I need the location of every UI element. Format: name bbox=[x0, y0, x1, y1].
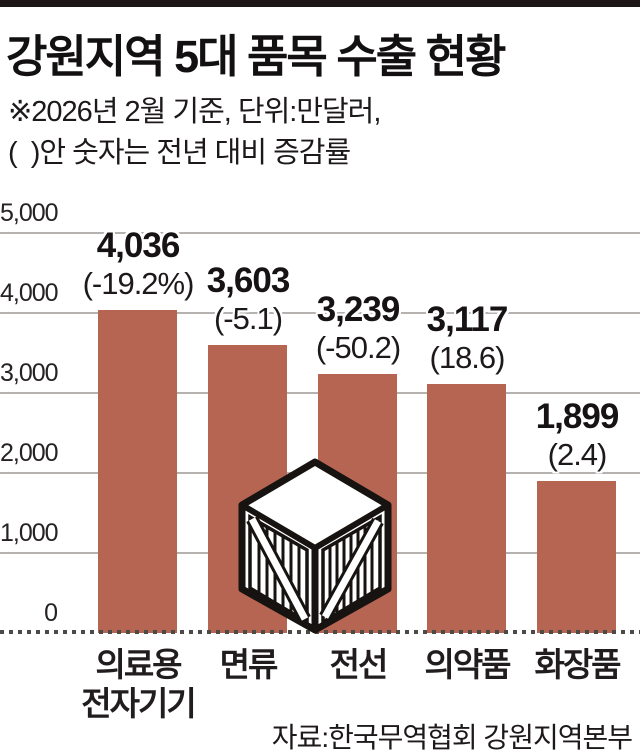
bar-4 bbox=[537, 481, 616, 633]
chart-note-line2: ( )안 숫자는 전년 대비 증감률 bbox=[8, 137, 351, 169]
bar-value-label: 4,036 (-19.2%) bbox=[43, 226, 233, 302]
y-axis-tick-label: 2,000 bbox=[0, 439, 59, 467]
x-axis-category-label: 의료용 전자기기 bbox=[48, 645, 228, 723]
bar-0 bbox=[98, 310, 177, 633]
gridline bbox=[0, 232, 640, 234]
bar-value-label: 3,603 (-5.1) bbox=[153, 261, 343, 337]
category-line: 의약품 bbox=[424, 646, 511, 683]
category-line: 전자기기 bbox=[81, 685, 196, 722]
x-axis-category-label: 화장품 bbox=[487, 645, 640, 684]
chart-note-line1: ※2026년 2월 기준, 단위:만달러, bbox=[8, 96, 381, 128]
data-source: 자료:한국무역협회 강원지역본부 bbox=[271, 722, 633, 753]
bar-change-pct: (-50.2) bbox=[315, 330, 401, 365]
bar-change-pct: (2.4) bbox=[547, 437, 608, 472]
bar-value: 3,603 bbox=[206, 261, 291, 300]
category-line: 화장품 bbox=[534, 646, 621, 683]
bar-change-pct: (-5.1) bbox=[213, 301, 283, 336]
x-axis-category-label: 전선 bbox=[268, 645, 448, 684]
bar-value-label: 3,239 (-50.2) bbox=[263, 290, 453, 366]
bar-value-label: 3,117 (18.6) bbox=[372, 300, 562, 376]
y-axis-tick-label: 4,000 bbox=[0, 279, 59, 307]
bar-value: 3,117 bbox=[426, 300, 509, 339]
y-axis-tick-label: 5,000 bbox=[0, 199, 59, 227]
y-axis-tick-label: 3,000 bbox=[0, 359, 59, 387]
gridline bbox=[0, 312, 640, 314]
wooden-crate-icon bbox=[238, 458, 392, 634]
bar-value-label: 1,899 (2.4) bbox=[482, 397, 640, 473]
bar-value: 1,899 bbox=[535, 397, 620, 436]
y-axis-tick-label: 0 bbox=[44, 599, 58, 627]
category-line: 의료용 bbox=[95, 646, 182, 683]
bar-change-pct: (18.6) bbox=[429, 340, 506, 375]
page-title: 강원지역 5대 품목 수출 현황 bbox=[6, 31, 506, 82]
x-axis-category-label: 면류 bbox=[158, 645, 338, 684]
zero-baseline-dotted bbox=[0, 630, 640, 634]
bar-3 bbox=[427, 384, 506, 633]
y-axis-tick-label: 1,000 bbox=[0, 519, 59, 547]
category-line: 전선 bbox=[329, 646, 389, 683]
bar-value: 4,036 bbox=[96, 226, 181, 265]
bar-change-pct: (-19.2%) bbox=[82, 266, 195, 301]
category-line: 면류 bbox=[219, 646, 279, 683]
x-axis-category-label: 의약품 bbox=[377, 645, 557, 684]
bar-value: 3,239 bbox=[316, 290, 401, 329]
top-rule bbox=[0, 0, 640, 7]
